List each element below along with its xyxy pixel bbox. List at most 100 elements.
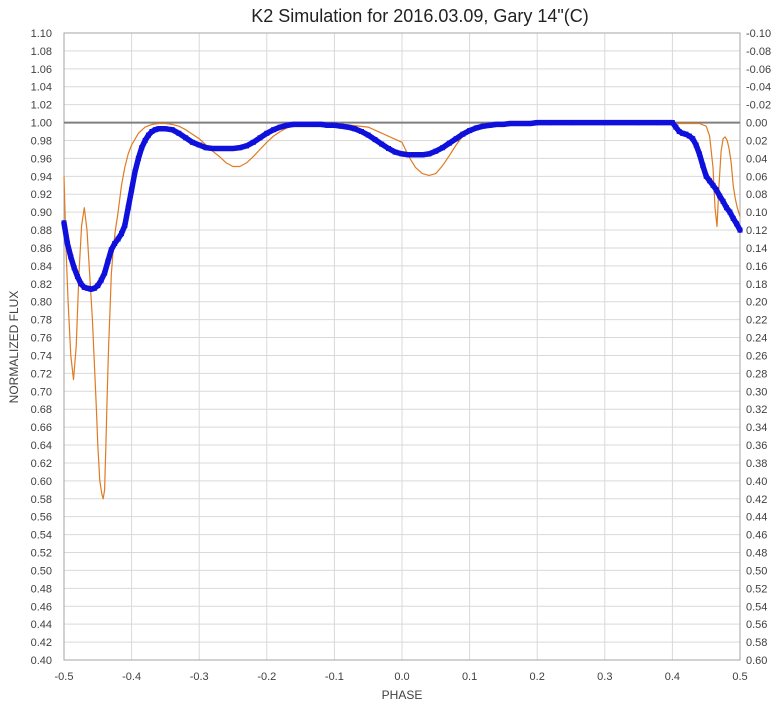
series-1-point: [142, 138, 148, 143]
y2-tick-label: 0.44: [746, 512, 767, 524]
y-tick-label: 0.78: [31, 315, 52, 327]
y2-tick-label: 0.16: [746, 261, 767, 273]
series-1-point: [257, 135, 263, 141]
series-1-point: [102, 270, 108, 276]
series-1-point: [152, 127, 158, 133]
series-1-point: [85, 285, 91, 291]
y-tick-label: 0.84: [31, 261, 52, 273]
x-tick-label: -0.4: [122, 671, 141, 683]
y2-tick-label: 0.18: [746, 279, 767, 291]
series-1-point: [115, 236, 121, 242]
series-1-point: [78, 281, 84, 287]
series-1-point: [71, 265, 77, 271]
y-tick-label: 1.10: [31, 28, 52, 40]
y-tick-label: 0.62: [31, 458, 52, 470]
y2-tick-label: 0.32: [746, 404, 767, 416]
chart-title: K2 Simulation for 2016.03.09, Gary 14"(C…: [251, 6, 589, 26]
series-1-point: [602, 120, 608, 126]
series-1-point: [703, 173, 709, 179]
y2-tick-label: 0.42: [746, 494, 767, 506]
series-1-point: [683, 131, 689, 137]
series-1-point: [338, 123, 344, 129]
y-tick-label: 0.94: [31, 171, 52, 183]
y-tick-label: 1.04: [31, 82, 52, 94]
y-tick-label: 0.98: [31, 135, 52, 147]
y2-tick-label: 0.22: [746, 315, 767, 327]
y2-tick-label: 0.30: [746, 386, 767, 398]
y-tick-label: 0.86: [31, 243, 52, 255]
series-1-point: [108, 247, 114, 253]
y-tick-label: 0.42: [31, 637, 52, 649]
series-1-point: [446, 140, 452, 146]
x-tick-label: 0.2: [530, 671, 545, 683]
series-1-point: [105, 258, 111, 264]
y-tick-label: 0.90: [31, 207, 52, 219]
series-1-point: [64, 241, 70, 246]
series-1-point: [399, 151, 405, 157]
series-1-point: [61, 220, 67, 226]
series-1-point: [162, 126, 168, 132]
series-1-point: [710, 182, 716, 188]
x-tick-label: 0.0: [394, 671, 409, 683]
series-1-point: [713, 187, 719, 193]
y-tick-label: 0.58: [31, 494, 52, 506]
series-0-line: [63, 122, 741, 500]
series-1-point: [724, 205, 729, 211]
series-1-point: [119, 231, 124, 237]
series-1-point: [88, 286, 94, 292]
y-tick-label: 0.76: [31, 333, 52, 345]
series-1-point: [673, 124, 679, 130]
series-1-point: [237, 145, 243, 151]
series-1-point: [132, 169, 138, 175]
series-1-point: [669, 120, 675, 126]
y-tick-label: 0.72: [31, 368, 52, 380]
x-axis-ticks: -0.5 -0.4 -0.3 -0.2 -0.1 0.0 0.1 0.2 0.3 0.4 0.5: [55, 671, 748, 683]
series-1-point: [727, 209, 733, 215]
series-1-point: [500, 121, 506, 127]
series-1-point: [291, 121, 297, 127]
series-1-point: [656, 120, 662, 126]
x-axis-title: PHASE: [382, 688, 423, 702]
y-tick-label: 0.70: [31, 386, 52, 398]
series-1-point: [676, 129, 682, 134]
series-layer: [61, 119, 743, 500]
series-1-point: [318, 121, 324, 127]
series-1-point: [352, 126, 358, 132]
y2-tick-label: 0.46: [746, 530, 767, 542]
series-1-point: [230, 146, 236, 151]
x-tick-label: -0.5: [55, 671, 74, 683]
y2-tick-label: -0.02: [746, 100, 771, 112]
series-1-point: [548, 120, 554, 126]
y-axis-title: NORMALIZED FLUX: [7, 291, 21, 404]
y2-tick-label: -0.10: [746, 28, 771, 40]
series-1-point: [139, 145, 145, 151]
series-1-point: [406, 152, 412, 158]
y-tick-label: 1.06: [31, 64, 52, 76]
series-1-point: [720, 198, 726, 204]
y2-tick-label: 0.54: [746, 601, 767, 613]
y2-tick-label: 0.04: [746, 153, 767, 165]
series-1-point: [730, 215, 736, 221]
y-tick-label: 0.68: [31, 404, 52, 416]
x-tick-label: 0.3: [597, 671, 612, 683]
series-1-point: [183, 135, 189, 141]
series-1-point: [413, 152, 418, 158]
series-1-point: [534, 120, 540, 126]
series-1-point: [156, 126, 162, 132]
y-tick-label: 0.64: [31, 440, 52, 452]
y2-tick-label: 0.26: [746, 350, 767, 362]
y2-tick-label: 0.38: [746, 458, 767, 470]
series-1-point: [696, 151, 702, 157]
y2-tick-label: 0.52: [746, 583, 767, 595]
series-1-point: [75, 274, 80, 280]
series-1-point: [419, 152, 425, 158]
series-1-point: [686, 133, 692, 139]
series-1-point: [203, 145, 209, 151]
series-1-point: [176, 130, 182, 136]
y2-tick-label: 0.20: [746, 297, 767, 309]
series-1-point: [210, 146, 216, 151]
series-1-point: [507, 121, 513, 126]
series-1-point: [386, 146, 391, 151]
